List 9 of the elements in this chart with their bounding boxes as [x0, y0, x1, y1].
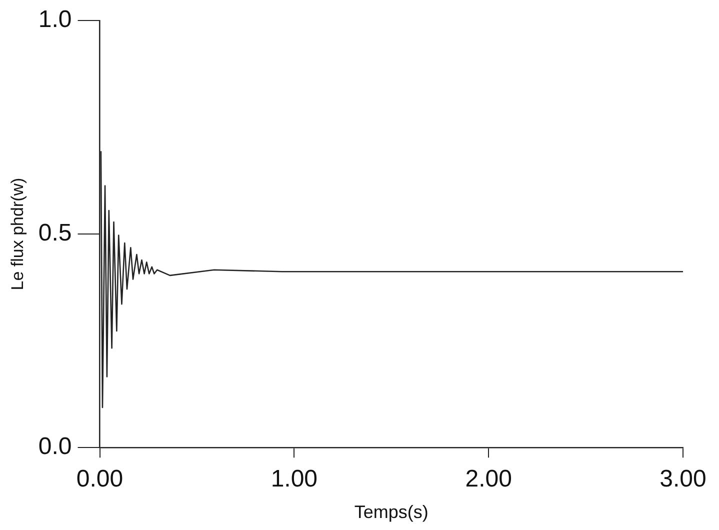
x-tick-label: 0.00: [76, 466, 124, 493]
x-tick-label: 2.00: [465, 466, 512, 493]
y-tick-label: 0.5: [38, 220, 72, 247]
y-tick-label: 0.0: [38, 433, 72, 460]
y-tick-label: 1.0: [38, 6, 72, 34]
x-tick-label: 3.00: [660, 466, 706, 493]
x-tick-label: 1.00: [270, 466, 318, 493]
y-axis-title: Le flux phdr(w): [8, 178, 27, 290]
x-axis-title: Temps(s): [354, 502, 428, 522]
